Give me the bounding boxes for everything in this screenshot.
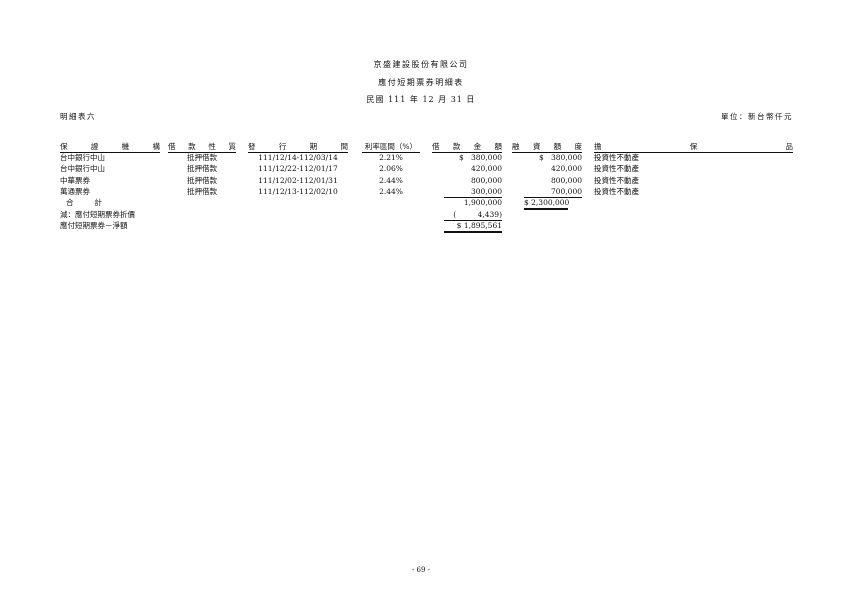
cell: 抵押借款 bbox=[187, 153, 217, 162]
cell: 投資性不動產 bbox=[594, 153, 639, 162]
cell: 投資性不動產 bbox=[594, 186, 639, 196]
cell: 2.21% bbox=[379, 153, 403, 162]
cell: 111/12/02-112/01/31 bbox=[258, 175, 338, 185]
cell: 800,000 bbox=[470, 175, 502, 185]
cell: $ 380,000 bbox=[459, 153, 502, 162]
cell: 抵押借款 bbox=[187, 186, 217, 196]
column-header: 利率區間（%） bbox=[362, 142, 420, 153]
page-number: - 69 - bbox=[411, 566, 431, 574]
cell: 2.44% bbox=[379, 186, 403, 196]
column-header: 融資額度 bbox=[512, 142, 582, 153]
date: 民國 111 年 12 月 31 日 bbox=[366, 95, 476, 104]
cell: 抵押借款 bbox=[187, 164, 217, 174]
summary-label: 應付短期票券－淨額 bbox=[60, 220, 128, 230]
summary-credit: $ 2,300,000 bbox=[524, 198, 569, 211]
cell: 420,000 bbox=[470, 164, 502, 174]
column-header: 保證機構 bbox=[60, 142, 160, 153]
summary-amount: $ 1,895,561 bbox=[444, 221, 502, 233]
summary-label: 減：應付短期票券折價 bbox=[60, 209, 135, 219]
cell: 台中銀行中山 bbox=[60, 153, 105, 162]
cell: 111/12/22-112/01/17 bbox=[258, 164, 338, 174]
summary-label: 合 計 bbox=[66, 198, 102, 208]
summary-amount: 1,900,000 bbox=[463, 198, 502, 208]
cell: 700,000 bbox=[524, 187, 582, 198]
cell: 111/12/14-112/03/14 bbox=[258, 153, 338, 162]
cell: 420,000 bbox=[550, 164, 582, 174]
cell: 抵押借款 bbox=[187, 175, 217, 185]
cell: $ 380,000 bbox=[539, 153, 582, 162]
cell: 2.06% bbox=[379, 164, 403, 174]
title: 應付短期票券明細表 bbox=[378, 78, 464, 87]
cell: 萬通票券 bbox=[60, 186, 90, 196]
schedule-label: 明細表六 bbox=[60, 112, 96, 121]
column-header: 擔保品 bbox=[594, 142, 793, 153]
cell: 投資性不動產 bbox=[594, 175, 639, 185]
column-header: 借款性質 bbox=[168, 142, 236, 153]
cell: 800,000 bbox=[550, 175, 582, 185]
cell: 111/12/13-112/02/10 bbox=[258, 186, 338, 196]
company: 京盛建設股份有限公司 bbox=[373, 60, 469, 69]
column-header: 發行期間 bbox=[248, 142, 348, 153]
unit: 單位：新台幣仟元 bbox=[721, 112, 793, 121]
cell: 300,000 bbox=[444, 187, 502, 198]
column-header: 借款金額 bbox=[432, 142, 502, 153]
cell: 台中銀行中山 bbox=[60, 164, 105, 174]
cell: 中華票券 bbox=[60, 175, 90, 185]
cell: 投資性不動產 bbox=[594, 164, 639, 174]
summary-amount: ( 4,439) bbox=[444, 210, 502, 221]
cell: 2.44% bbox=[379, 175, 403, 185]
